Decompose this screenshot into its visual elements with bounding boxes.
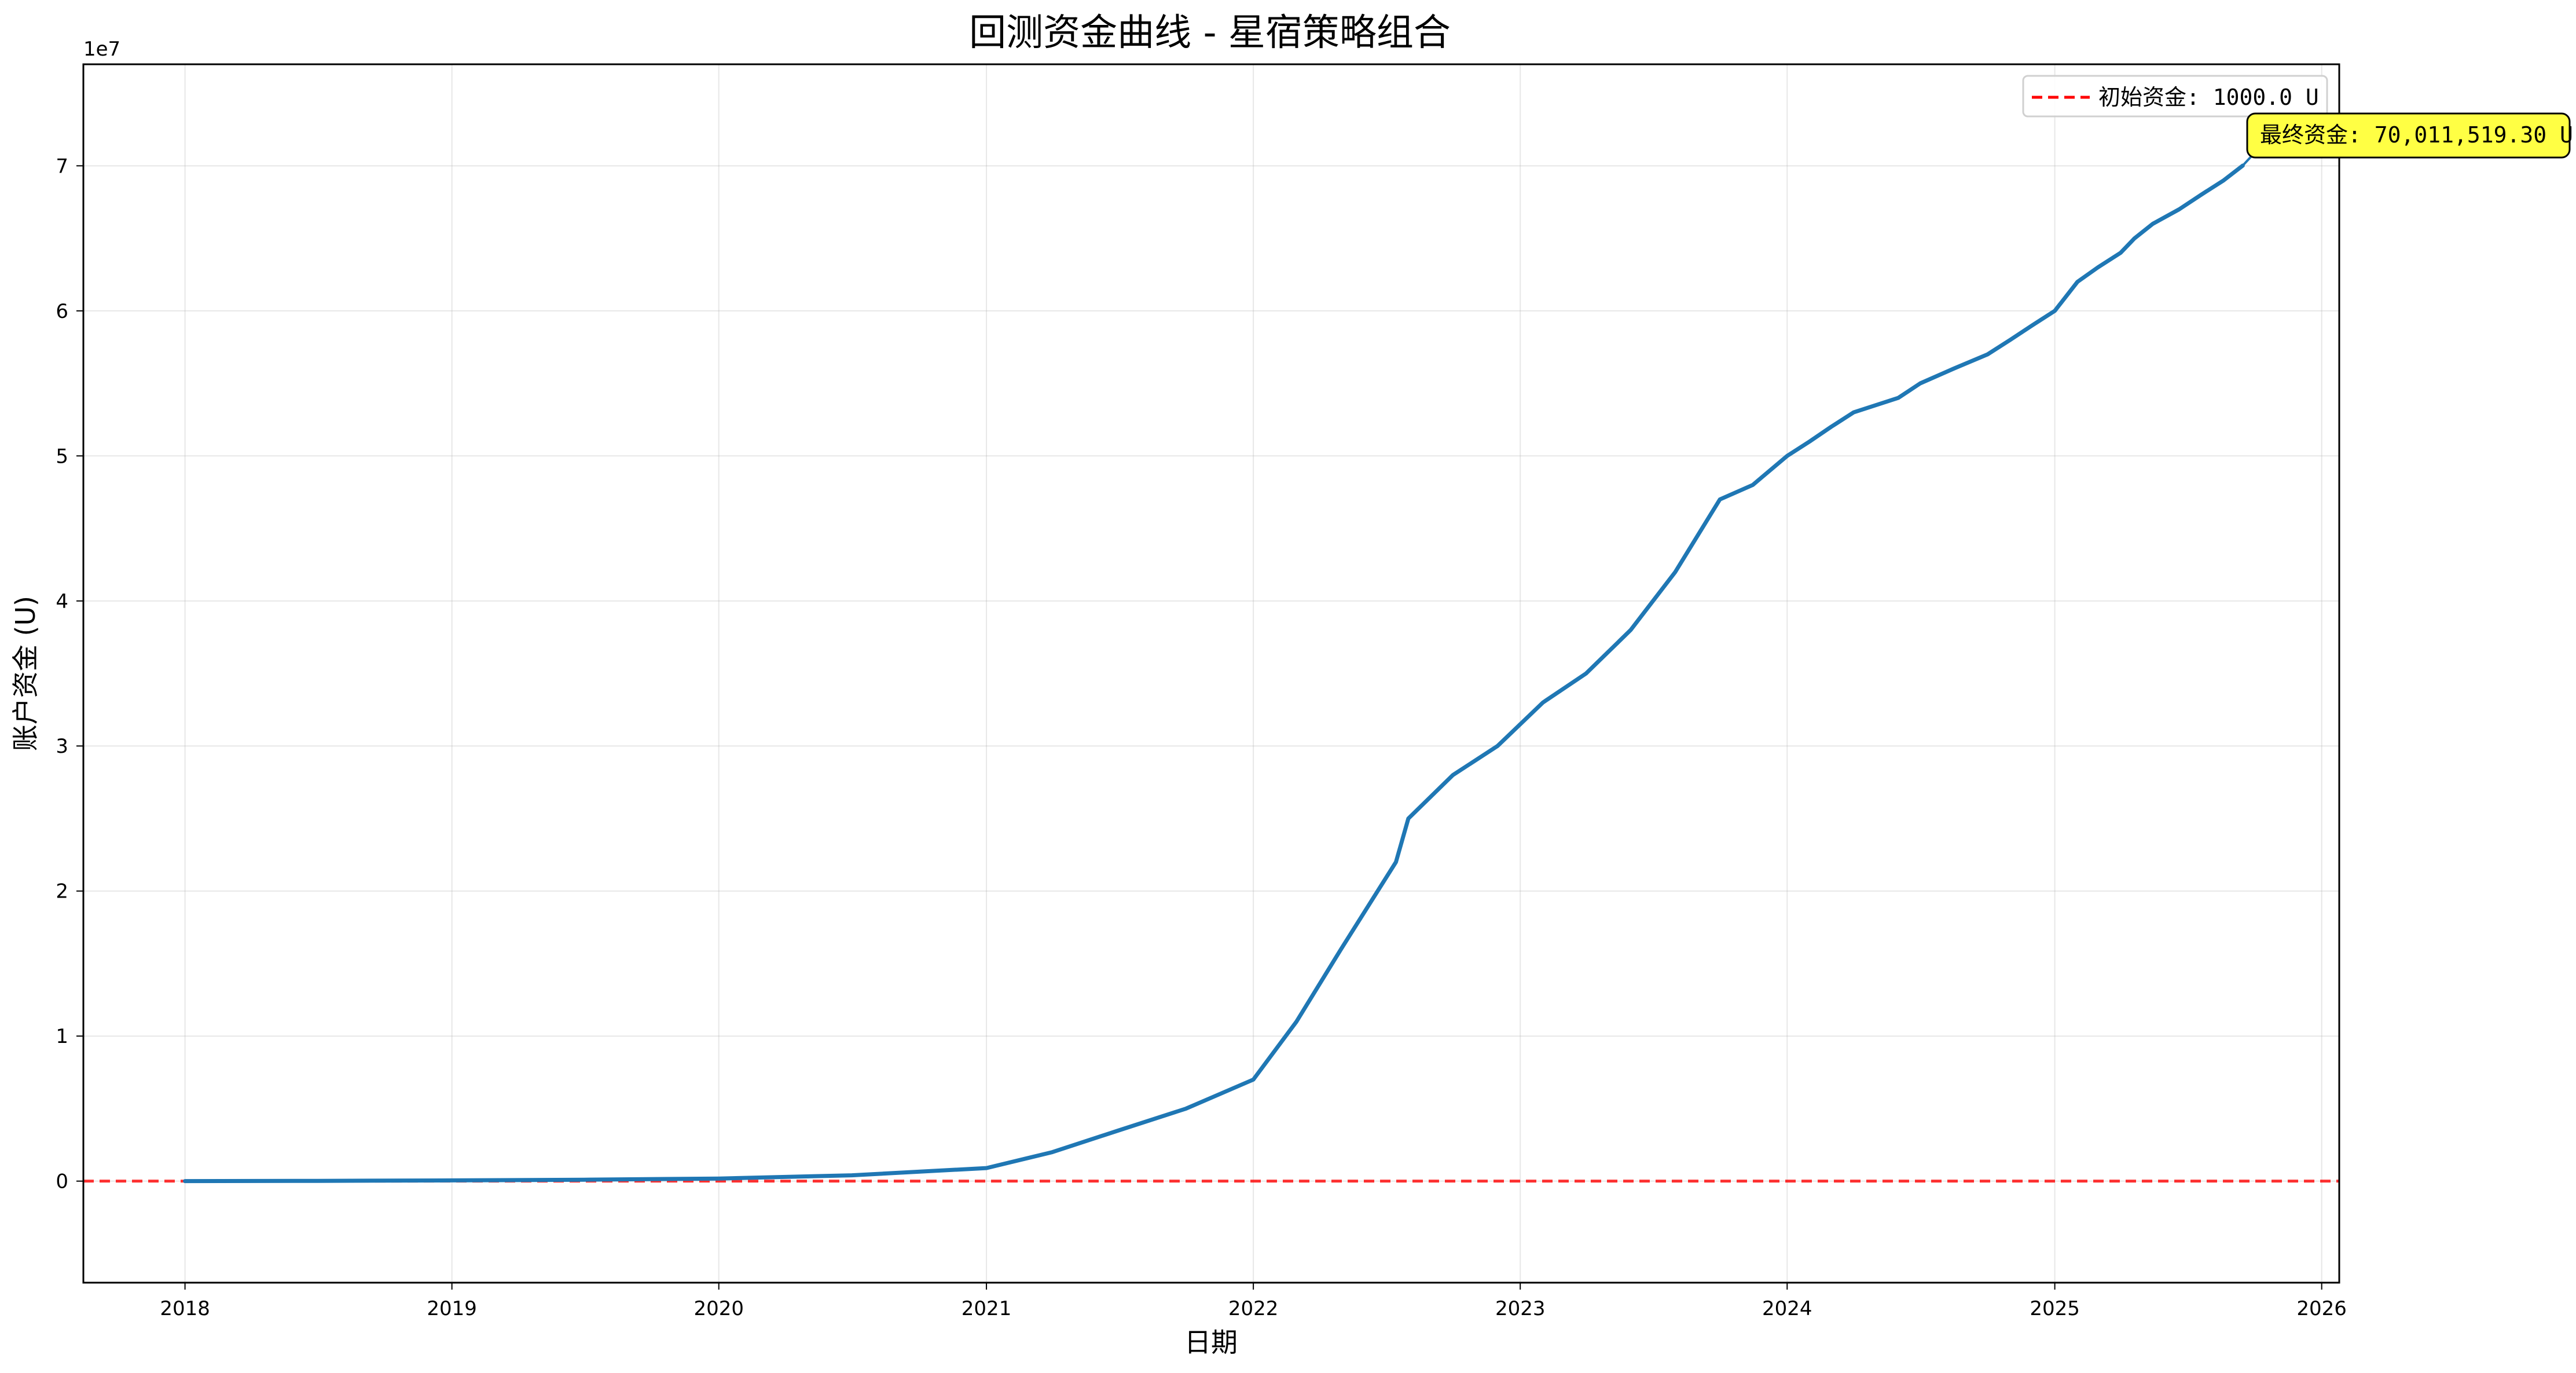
x-tick-label: 2020 bbox=[693, 1297, 744, 1320]
legend: 初始资金: 1000.0 U bbox=[2022, 75, 2328, 118]
final-capital-annotation: 最终资金: 70,011,519.30 U bbox=[2246, 112, 2573, 159]
y-tick-label: 0 bbox=[56, 1170, 68, 1193]
grid-lines bbox=[83, 64, 2339, 1283]
x-tick-label: 2026 bbox=[2296, 1297, 2347, 1320]
legend-label-initial-capital: 初始资金: 1000.0 U bbox=[2098, 85, 2319, 110]
x-axis-label: 日期 bbox=[1184, 1327, 1238, 1358]
annotation-box bbox=[2246, 112, 2571, 159]
x-tick-label: 2025 bbox=[2030, 1297, 2080, 1320]
y-tick-label: 6 bbox=[56, 300, 68, 323]
chart-title: 回测资金曲线 - 星宿策略组合 bbox=[969, 12, 1451, 54]
plot-area bbox=[82, 63, 2340, 1284]
x-tick-label: 2021 bbox=[962, 1297, 1012, 1320]
x-tick-label: 2018 bbox=[160, 1297, 210, 1320]
y-tick-label: 1 bbox=[56, 1025, 68, 1048]
legend-box bbox=[2022, 75, 2328, 118]
x-tick-label: 2024 bbox=[1762, 1297, 1812, 1320]
plot-frame bbox=[82, 63, 2340, 1284]
y-tick-label: 5 bbox=[56, 445, 68, 468]
annotation-text: 最终资金: 70,011,519.30 U bbox=[2260, 122, 2573, 148]
x-axis: 2018 2019 2020 2021 2022 2023 2024 2025 2026 bbox=[160, 1283, 2347, 1320]
y-scale-label: 1e7 bbox=[83, 38, 120, 61]
x-tick-label: 2019 bbox=[427, 1297, 477, 1320]
y-tick-label: 2 bbox=[56, 880, 68, 903]
x-tick-label: 2022 bbox=[1228, 1297, 1279, 1320]
y-axis-label: 账户资金 (U) bbox=[10, 596, 41, 751]
y-tick-label: 7 bbox=[56, 155, 68, 178]
series-equity-curve bbox=[183, 163, 2245, 1184]
y-tick-label: 4 bbox=[56, 590, 68, 613]
plot-background bbox=[83, 64, 2339, 1283]
x-tick-label: 2023 bbox=[1495, 1297, 1546, 1320]
y-axis: 0 1 2 3 4 5 6 7 bbox=[56, 155, 83, 1193]
y-tick-label: 3 bbox=[56, 735, 68, 758]
